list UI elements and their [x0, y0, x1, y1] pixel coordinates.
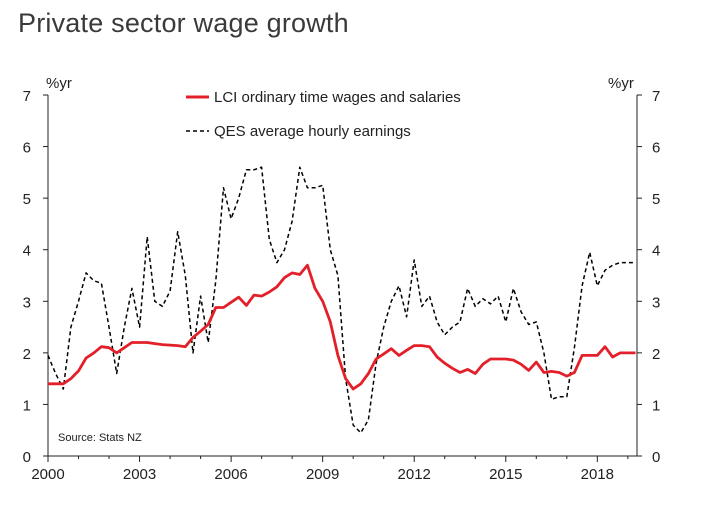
y-tick-label-right: 6 — [652, 140, 660, 157]
y-tick-label-right: 1 — [652, 397, 660, 414]
x-tick-label: 2015 — [489, 466, 522, 483]
y-tick-label-left: 6 — [23, 140, 31, 157]
legend-label-lci: LCI ordinary time wages and salaries — [214, 89, 461, 106]
series-line-qes — [47, 166, 636, 434]
tick-labels: 0 0 1 1 2 2 3 3 4 4 5 5 6 6 7 7 2000 2003 2006 2009 2012 2015… — [23, 88, 661, 483]
y-tick-label-right: 3 — [652, 294, 660, 311]
y-tick-label-right: 4 — [652, 243, 660, 260]
y-tick-label-right: 0 — [652, 449, 660, 466]
y-tick-label-right: 5 — [652, 191, 660, 208]
x-tick-label: 2000 — [31, 466, 64, 483]
y-tick-label-left: 2 — [23, 346, 31, 363]
y-tick-label-left: 0 — [23, 449, 31, 466]
x-tick-label: 2012 — [398, 466, 431, 483]
legend-label-qes: QES average hourly earnings — [214, 123, 411, 140]
x-tick-label: 2006 — [214, 466, 247, 483]
x-tick-label: 2009 — [306, 466, 339, 483]
y-tick-label-left: 5 — [23, 191, 31, 208]
axes — [47, 95, 638, 457]
y-tick-label-left: 3 — [23, 294, 31, 311]
x-tick-label: 2018 — [581, 466, 614, 483]
y-tick-label-left: 4 — [23, 243, 31, 260]
x-tick-label: 2003 — [123, 466, 156, 483]
series-lines — [47, 166, 636, 434]
source-note: Source: Stats NZ — [58, 432, 142, 444]
series-line-lci — [48, 263, 636, 391]
legend: LCI ordinary time wages and salaries QES… — [186, 89, 461, 140]
y-tick-label-left: 1 — [23, 397, 31, 414]
tick-marks — [43, 94, 642, 462]
y-axis-unit-right: %yr — [608, 75, 634, 92]
y-tick-label-left: 7 — [23, 88, 31, 105]
y-axis-unit-left: %yr — [46, 75, 72, 92]
chart-title: Private sector wage growth — [18, 8, 349, 38]
y-tick-label-right: 7 — [652, 88, 660, 105]
y-tick-label-right: 2 — [652, 346, 660, 363]
